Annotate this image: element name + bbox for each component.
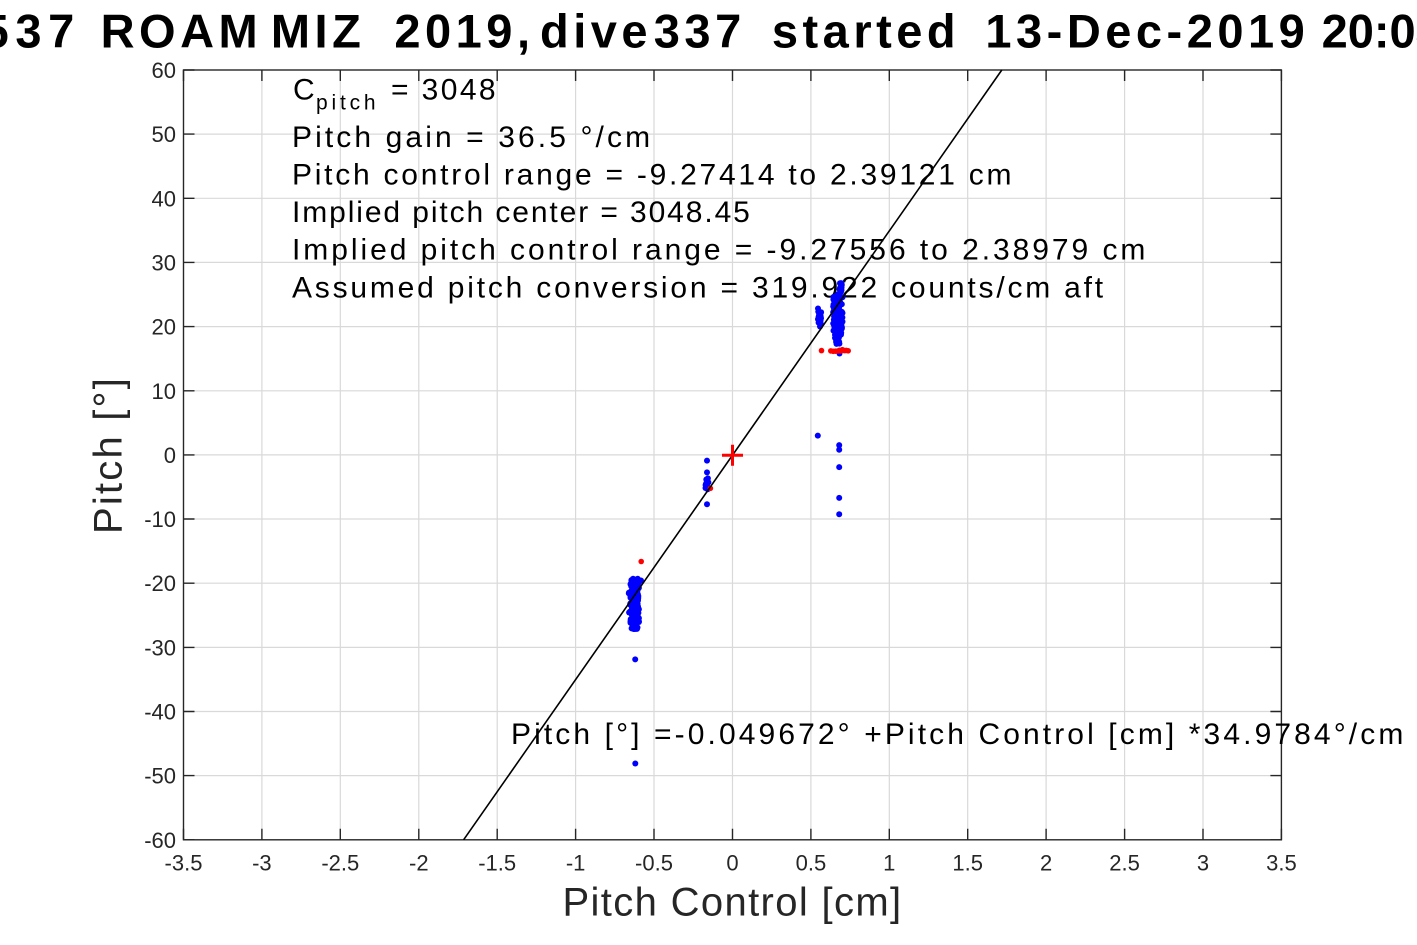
svg-text:1: 1	[883, 851, 895, 876]
svg-text:2: 2	[1040, 851, 1052, 876]
svg-text:Implied pitch center = 3048.45: Implied pitch center = 3048.45	[292, 196, 752, 229]
svg-text:-10: -10	[144, 507, 176, 532]
svg-text:2.5: 2.5	[1109, 851, 1140, 876]
svg-text:Pitch [°] =-0.049672° +Pitch C: Pitch [°] =-0.049672° +Pitch Control [cm…	[511, 718, 1406, 751]
svg-text:Pitch Control [cm]: Pitch Control [cm]	[563, 881, 903, 925]
svg-text:Cpitch= 3048: Cpitch = 3048	[293, 73, 498, 114]
svg-text:-50: -50	[144, 764, 176, 789]
svg-text:-3: -3	[252, 851, 272, 876]
svg-text:0.5: 0.5	[796, 851, 827, 876]
svg-text:60: 60	[152, 58, 176, 83]
svg-text:Pitch control range = -9.27414: Pitch control range = -9.27414 to 2.3912…	[292, 159, 1014, 192]
svg-text:Assumed pitch conversion = 319: Assumed pitch conversion = 319.922 count…	[292, 272, 1106, 305]
svg-text:50: 50	[152, 122, 176, 147]
svg-text:-60: -60	[144, 828, 176, 853]
svg-text:-0.5: -0.5	[635, 851, 673, 876]
svg-text:Pitch gain = 36.5 °/cm: Pitch gain = 36.5 °/cm	[292, 121, 653, 154]
svg-text:3: 3	[1197, 851, 1209, 876]
svg-text:-3.5: -3.5	[165, 851, 203, 876]
svg-text:0: 0	[164, 443, 176, 468]
svg-text:10: 10	[152, 379, 176, 404]
svg-text:20: 20	[152, 315, 176, 340]
svg-text:Pitch [°]: Pitch [°]	[87, 376, 131, 534]
svg-text:1.5: 1.5	[952, 851, 983, 876]
svg-text:3.5: 3.5	[1266, 851, 1297, 876]
svg-text:-1: -1	[566, 851, 586, 876]
svg-text:30: 30	[152, 250, 176, 275]
svg-text:40: 40	[152, 186, 176, 211]
svg-text:-1.5: -1.5	[478, 851, 516, 876]
svg-text:-2: -2	[409, 851, 429, 876]
svg-text:-30: -30	[144, 635, 176, 660]
svg-text:-2.5: -2.5	[321, 851, 359, 876]
svg-text:-40: -40	[144, 700, 176, 725]
svg-text:-20: -20	[144, 571, 176, 596]
svg-text:Implied pitch control range =: Implied pitch control range = -9.27556 t…	[292, 234, 1148, 267]
svg-text:0: 0	[726, 851, 738, 876]
